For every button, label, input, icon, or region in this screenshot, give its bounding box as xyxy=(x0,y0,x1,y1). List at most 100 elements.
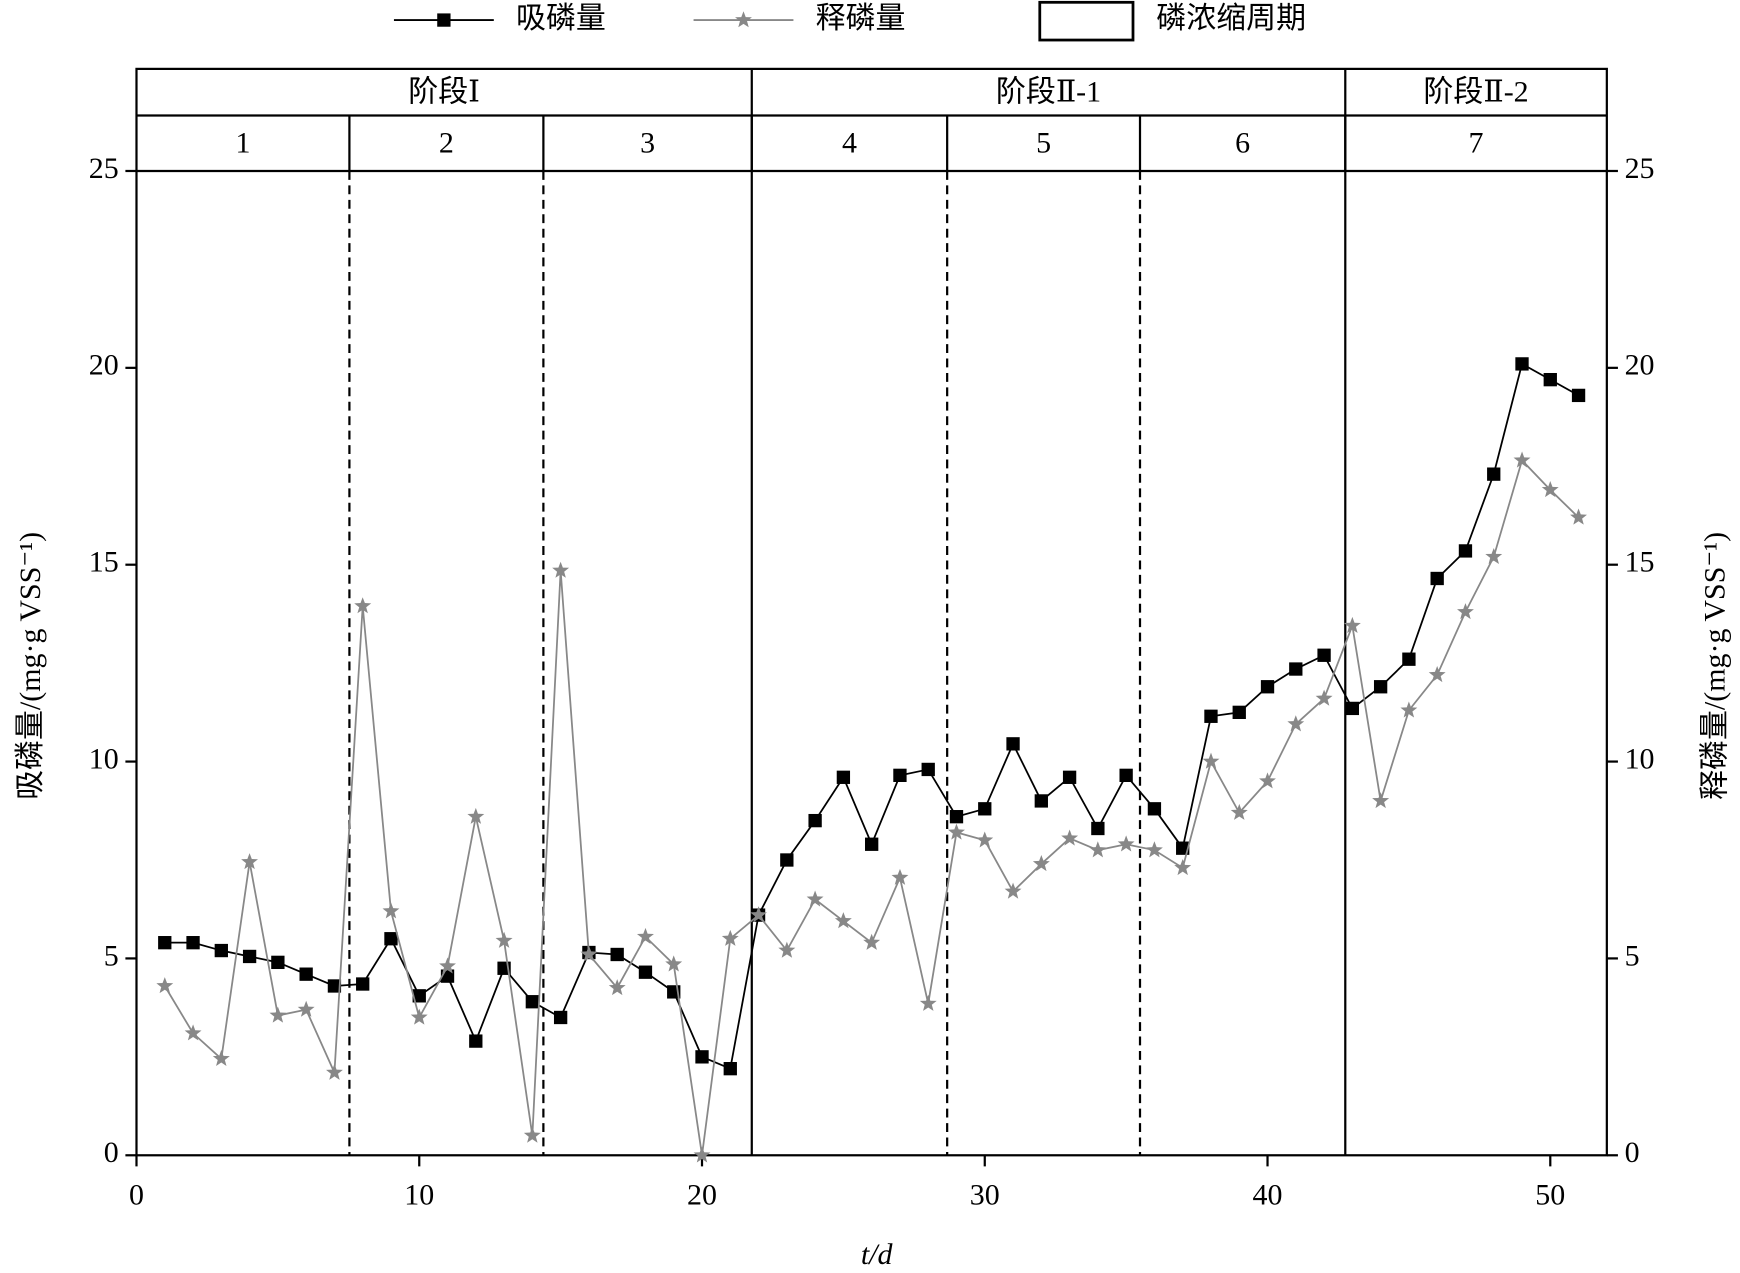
stage-label: 阶段Ⅰ xyxy=(408,75,480,108)
point xyxy=(1119,768,1133,783)
point xyxy=(384,932,398,946)
point xyxy=(1202,752,1220,769)
y2-tick-label: 5 xyxy=(1625,939,1640,972)
point xyxy=(665,955,683,972)
period-label: 1 xyxy=(235,126,250,159)
point xyxy=(1430,571,1444,586)
point xyxy=(241,853,259,870)
point xyxy=(1487,467,1501,481)
point xyxy=(356,977,370,991)
legend-marker xyxy=(437,13,451,27)
series-line xyxy=(164,458,1580,1156)
point xyxy=(865,837,879,851)
point xyxy=(297,1000,315,1017)
point xyxy=(1458,544,1473,558)
legend-box xyxy=(1038,0,1135,42)
point xyxy=(1061,829,1079,846)
point xyxy=(580,945,598,962)
point xyxy=(893,768,907,783)
point xyxy=(1372,792,1390,809)
stage-label: 阶段Ⅱ-1 xyxy=(996,75,1101,108)
point xyxy=(1147,802,1162,816)
point xyxy=(778,941,796,958)
point xyxy=(780,853,794,867)
point xyxy=(721,929,739,946)
point xyxy=(693,1146,711,1163)
point xyxy=(467,807,485,824)
point xyxy=(410,1008,428,1025)
point xyxy=(439,957,456,974)
point xyxy=(1315,689,1333,706)
point xyxy=(1543,372,1557,387)
x-tick-label: 40 xyxy=(1253,1178,1283,1211)
point xyxy=(1457,603,1474,620)
point xyxy=(948,823,965,840)
point xyxy=(1289,662,1303,676)
x-tick-label: 10 xyxy=(404,1178,434,1211)
y-tick-label: 5 xyxy=(104,939,119,972)
point xyxy=(1006,737,1020,751)
stage-label: 阶段Ⅱ-2 xyxy=(1423,75,1528,108)
point xyxy=(1034,794,1048,808)
plot-frame xyxy=(135,67,1608,1157)
point xyxy=(1402,652,1416,666)
y2-tick-label: 20 xyxy=(1625,349,1655,382)
point xyxy=(836,770,851,784)
point xyxy=(1513,451,1531,468)
point xyxy=(523,1126,541,1143)
point xyxy=(1004,882,1022,899)
point xyxy=(608,979,626,996)
point xyxy=(552,561,570,578)
point xyxy=(1570,508,1587,525)
point xyxy=(1373,680,1388,694)
y-axis-label: 吸磷量/(mg·g VSS⁻¹) xyxy=(14,532,47,800)
point xyxy=(553,1010,568,1025)
point xyxy=(834,912,852,929)
point xyxy=(1485,547,1503,565)
y-tick-label: 20 xyxy=(89,349,119,382)
x-tick-label: 30 xyxy=(970,1178,1000,1211)
point xyxy=(750,906,768,923)
point xyxy=(212,1049,230,1066)
y2-axis-label: 释磷量/(mg·g VSS⁻¹) xyxy=(1699,532,1732,800)
point xyxy=(327,979,342,993)
point xyxy=(1317,648,1331,662)
point xyxy=(636,927,654,944)
y2-tick-label: 25 xyxy=(1625,152,1655,185)
point xyxy=(1541,481,1559,498)
point xyxy=(184,1024,202,1041)
point xyxy=(1400,701,1418,718)
point xyxy=(1571,388,1586,403)
point xyxy=(919,994,937,1011)
y-tick-label: 10 xyxy=(89,742,119,775)
y-tick-label: 25 xyxy=(89,152,119,185)
point xyxy=(1428,666,1446,683)
x-tick-label: 0 xyxy=(129,1178,144,1211)
point xyxy=(949,810,964,824)
point xyxy=(891,868,909,885)
point xyxy=(271,955,285,970)
period-label: 3 xyxy=(640,126,655,159)
point xyxy=(638,965,653,979)
point xyxy=(269,1006,287,1023)
point xyxy=(186,936,200,950)
y-tick-label: 0 xyxy=(104,1136,119,1169)
point xyxy=(1174,858,1192,876)
point xyxy=(1145,841,1163,858)
point xyxy=(299,967,313,981)
point xyxy=(976,831,994,848)
y-tick-label: 15 xyxy=(89,546,119,579)
point xyxy=(1091,821,1105,836)
point xyxy=(1062,770,1077,784)
x-tick-label: 20 xyxy=(687,1178,717,1211)
point xyxy=(1089,841,1107,858)
x-tick-label: 50 xyxy=(1535,1178,1565,1211)
period-label: 4 xyxy=(842,126,857,159)
point xyxy=(1343,616,1361,633)
point xyxy=(495,931,513,948)
period-label: 7 xyxy=(1469,126,1484,159)
y2-tick-label: 15 xyxy=(1625,546,1655,579)
point xyxy=(921,762,935,777)
point xyxy=(1259,772,1276,789)
